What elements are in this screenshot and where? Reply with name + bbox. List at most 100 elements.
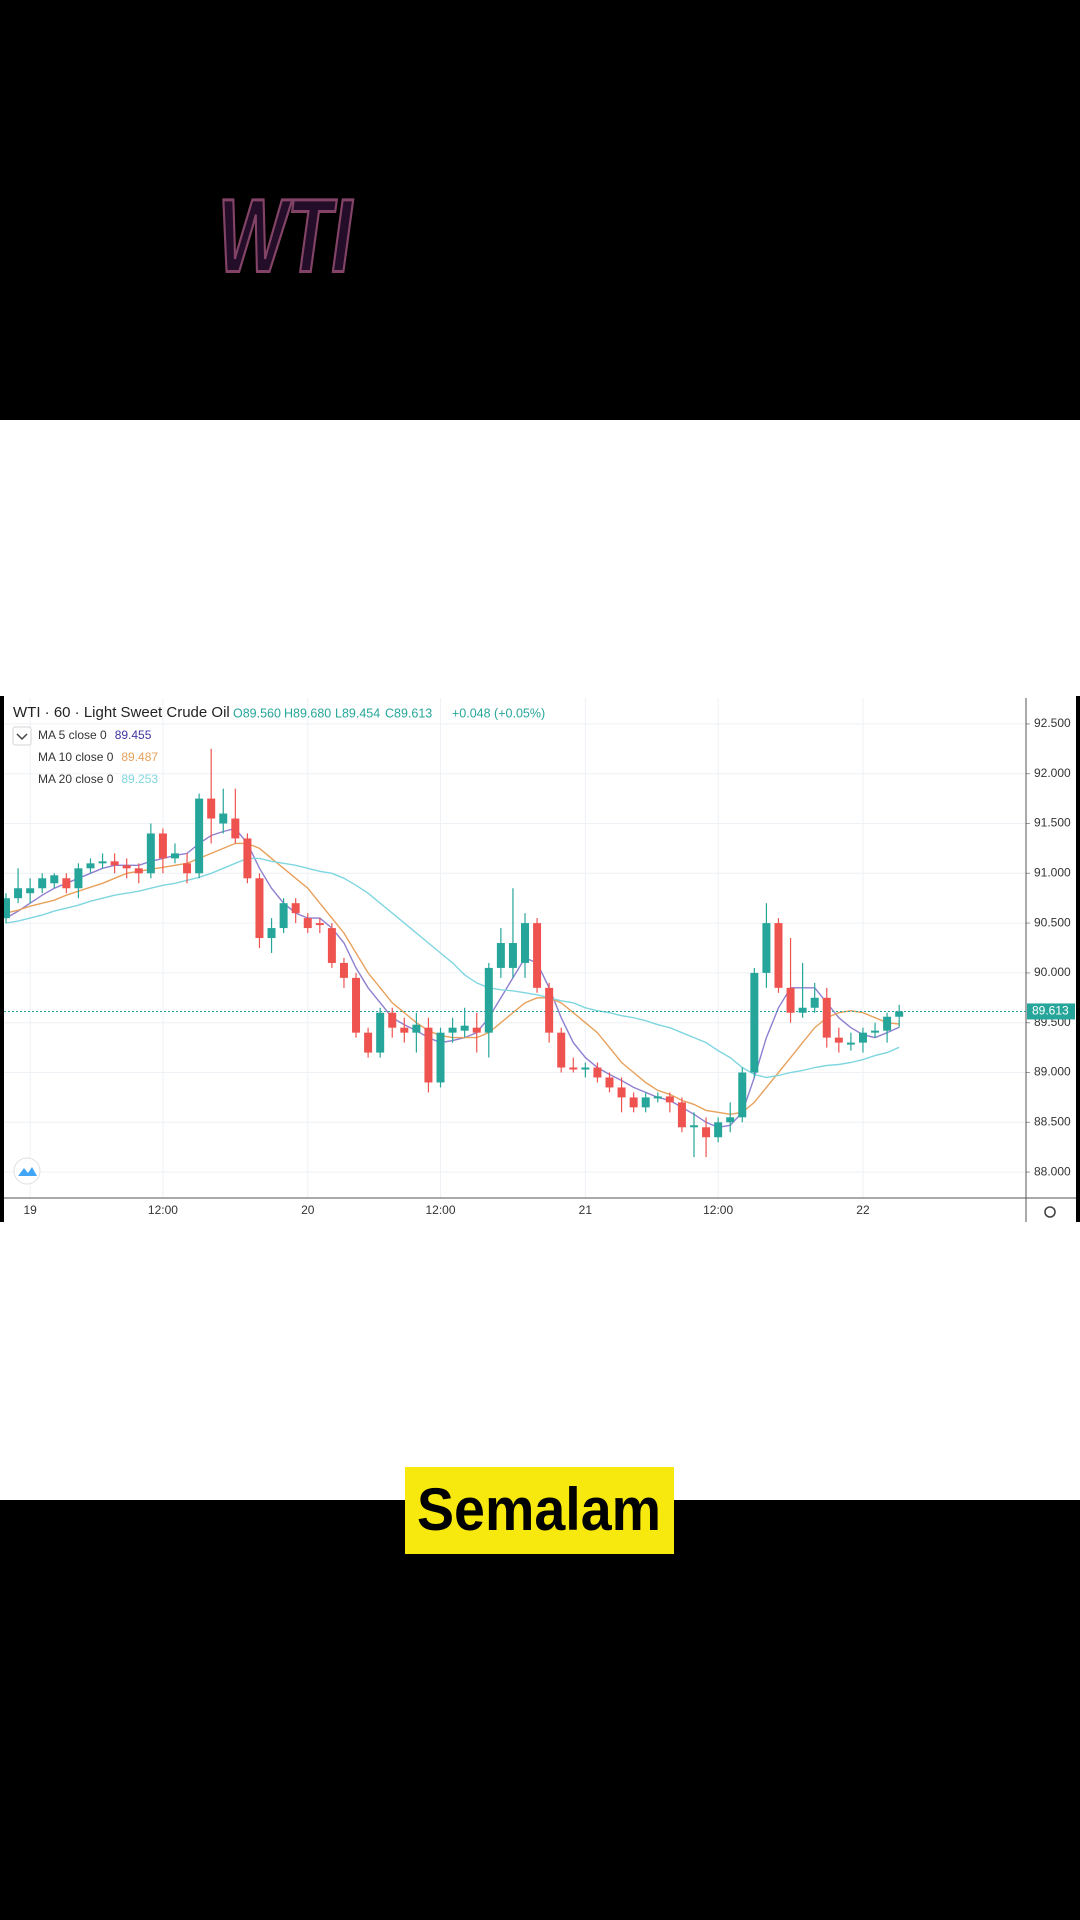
candle-body xyxy=(557,1032,566,1068)
candle-body xyxy=(762,923,771,973)
logo-badge xyxy=(13,1157,41,1185)
caption: Semalam xyxy=(417,1476,661,1543)
candle-body xyxy=(279,903,288,929)
legend-toggle[interactable] xyxy=(12,726,32,746)
candle-body xyxy=(677,1102,686,1128)
x-tick-label: 12:00 xyxy=(703,1203,733,1217)
candle-body xyxy=(834,1037,843,1043)
candle-body xyxy=(183,863,192,874)
candle-body xyxy=(895,1011,904,1017)
candle-body xyxy=(146,833,155,874)
candle-body xyxy=(134,868,143,874)
candle-body xyxy=(74,868,83,889)
candle-body xyxy=(810,997,819,1008)
ohlc-label: O89.560 xyxy=(233,706,281,720)
candle-body xyxy=(86,863,95,869)
y-tick-label: 88.000 xyxy=(1034,1164,1071,1178)
candle-body xyxy=(364,1032,373,1053)
y-tick-label: 90.500 xyxy=(1034,915,1071,929)
candle-body xyxy=(315,923,324,926)
candle-body xyxy=(496,943,505,968)
candle-body xyxy=(822,997,831,1038)
candle-body xyxy=(726,1117,735,1123)
candle-body xyxy=(545,987,554,1033)
candle-body xyxy=(110,861,119,866)
candle-body xyxy=(327,928,336,963)
candle-body xyxy=(339,962,348,978)
candle-body xyxy=(122,865,131,869)
candle-body xyxy=(521,923,530,963)
candle-body xyxy=(508,943,517,968)
ma-line xyxy=(5,857,900,1079)
candle-body xyxy=(581,1067,590,1070)
y-tick-label: 89.000 xyxy=(1034,1065,1071,1079)
candle-body xyxy=(702,1127,711,1138)
candle-body xyxy=(605,1077,614,1088)
candle-body xyxy=(689,1125,698,1128)
top-bar xyxy=(0,0,1080,420)
candle-body xyxy=(267,928,276,939)
candle-body xyxy=(207,798,216,819)
ohlc-label: H89.680 xyxy=(284,706,331,720)
candle-body xyxy=(786,987,795,1013)
candle-body xyxy=(255,878,264,939)
candle-body xyxy=(738,1072,747,1118)
x-tick-label: 12:00 xyxy=(148,1203,178,1217)
candle-body xyxy=(400,1027,409,1033)
ohlc-label: C89.613 xyxy=(385,706,432,720)
candle-body xyxy=(665,1096,674,1103)
candle-body xyxy=(219,813,228,824)
candle-body xyxy=(303,918,312,929)
chart-title: WTI · 60 · Light Sweet Crude Oil xyxy=(13,704,230,721)
candle-body xyxy=(846,1042,855,1045)
candle-body xyxy=(50,875,59,884)
ohlc-label: +0.048 (+0.05%) xyxy=(452,706,545,720)
candle-body xyxy=(774,923,783,988)
candle-body xyxy=(460,1025,469,1031)
candle-body xyxy=(243,838,252,879)
candle-body xyxy=(448,1027,457,1033)
candle-body xyxy=(484,967,493,1033)
last-price-box xyxy=(1027,1003,1075,1020)
candle-body xyxy=(291,903,300,914)
legend-value: 89.253 xyxy=(121,772,158,786)
x-tick-label: 19 xyxy=(23,1203,37,1217)
caption-box xyxy=(405,1467,674,1554)
y-tick-label: 92.500 xyxy=(1034,716,1071,730)
candle-body xyxy=(376,1012,385,1053)
settings-icon[interactable] xyxy=(1044,1206,1056,1218)
candle-body xyxy=(231,818,240,839)
candle-body xyxy=(98,861,107,864)
candle-body xyxy=(593,1067,602,1078)
candle-body xyxy=(424,1027,433,1083)
x-tick-label: 21 xyxy=(579,1203,593,1217)
ohlc-label: L89.454 xyxy=(335,706,380,720)
last-price-label: 89.613 xyxy=(1032,1004,1069,1018)
candle-body xyxy=(714,1122,723,1138)
candle-body xyxy=(158,833,167,859)
candle-body xyxy=(569,1067,578,1070)
candle-body xyxy=(653,1096,662,1099)
y-tick-label: 90.000 xyxy=(1034,965,1071,979)
legend-name: MA 20 close 0 xyxy=(38,772,114,786)
logo-icon xyxy=(18,1167,37,1176)
logo: WTI xyxy=(218,178,353,294)
bottom-bar xyxy=(0,1500,1080,1920)
y-tick-label: 92.000 xyxy=(1034,766,1071,780)
candle-body xyxy=(641,1097,650,1108)
panel-border-left xyxy=(0,696,4,1222)
candle-body xyxy=(352,977,361,1033)
candle-body xyxy=(436,1032,445,1083)
panel-border-right xyxy=(1076,696,1080,1222)
chevron xyxy=(16,733,28,741)
candle-body xyxy=(2,898,10,919)
legend-name: MA 5 close 0 xyxy=(38,728,107,742)
candle-body xyxy=(14,888,23,899)
candle-body xyxy=(26,888,35,894)
legend-value: 89.455 xyxy=(115,728,152,742)
candle-body xyxy=(472,1027,481,1033)
candle-body xyxy=(858,1032,867,1043)
candle-body xyxy=(412,1024,421,1033)
candle-body xyxy=(62,878,71,889)
